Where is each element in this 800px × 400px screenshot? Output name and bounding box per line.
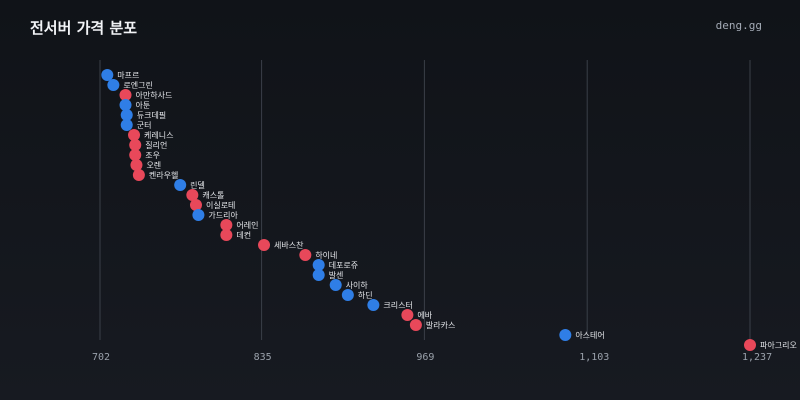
data-point-10[interactable] — [132, 169, 145, 181]
x-tick-label-3: 1,103 — [579, 352, 609, 363]
data-point-18[interactable] — [299, 249, 312, 261]
data-label-14: 가드리아 — [208, 210, 238, 220]
data-point-12[interactable] — [186, 189, 199, 201]
data-label-20: 발센 — [329, 270, 344, 280]
x-tick-label-4: 1,237 — [742, 352, 772, 363]
data-point-11[interactable] — [174, 179, 187, 191]
data-label-1: 로엔그린 — [123, 80, 152, 90]
data-point-24[interactable] — [401, 309, 414, 321]
x-tick-label-2: 969 — [416, 352, 434, 363]
data-point-9[interactable] — [130, 159, 143, 171]
data-point-2[interactable] — [119, 89, 132, 101]
data-label-26: 아스테어 — [575, 330, 604, 340]
brand-label: deng.gg — [715, 19, 762, 32]
data-label-15: 어레인 — [236, 220, 258, 230]
data-label-23: 크리스터 — [383, 301, 412, 310]
data-label-10: 켄라우헬 — [149, 170, 178, 180]
point-layer: 마프르로엔그린아만하사드아툰듀크데필군터케레니스질리언조우오렌켄라우헬린델캐스톨… — [101, 69, 797, 351]
data-point-23[interactable] — [367, 299, 380, 311]
data-label-5: 군터 — [137, 121, 152, 130]
data-label-18: 하이네 — [315, 250, 337, 260]
data-point-17[interactable] — [258, 239, 271, 251]
data-point-1[interactable] — [107, 79, 120, 91]
data-label-25: 발라카스 — [426, 320, 455, 330]
data-label-7: 질리언 — [145, 140, 167, 150]
x-tick-label-0: 702 — [92, 352, 110, 363]
data-label-19: 데포로쥬 — [329, 261, 358, 270]
data-label-27: 파아그리오 — [760, 340, 797, 350]
data-label-24: 에바 — [417, 310, 432, 320]
data-label-12: 캐스톨 — [202, 191, 224, 200]
data-point-19[interactable] — [312, 259, 325, 271]
data-point-16[interactable] — [220, 229, 233, 241]
data-point-6[interactable] — [128, 129, 141, 141]
data-point-25[interactable] — [409, 319, 422, 331]
grid-layer — [99, 60, 751, 340]
data-label-11: 린델 — [190, 180, 205, 190]
page-title: 전서버 가격 분포 — [30, 19, 138, 37]
tick-layer: 702 835 969 1,103 1,237 — [92, 352, 772, 363]
data-point-3[interactable] — [119, 99, 132, 111]
data-point-14[interactable] — [192, 209, 205, 221]
data-point-26[interactable] — [559, 329, 572, 341]
data-label-22: 하딘 — [358, 290, 373, 300]
data-point-21[interactable] — [329, 279, 342, 291]
data-label-0: 마프르 — [117, 71, 139, 80]
data-point-8[interactable] — [129, 149, 142, 161]
data-point-0[interactable] — [101, 69, 114, 81]
data-label-4: 듀크데필 — [137, 110, 166, 120]
data-label-16: 데컨 — [236, 230, 251, 240]
data-label-17: 세바스찬 — [274, 240, 304, 250]
data-point-27[interactable] — [744, 339, 756, 351]
data-label-6: 케레니스 — [144, 130, 173, 140]
data-point-15[interactable] — [220, 219, 233, 231]
data-point-4[interactable] — [120, 109, 133, 121]
data-label-3: 아툰 — [136, 100, 151, 110]
data-label-13: 이실로테 — [206, 200, 235, 210]
data-label-21: 사이하 — [346, 280, 369, 290]
data-point-13[interactable] — [189, 199, 202, 211]
data-label-9: 오렌 — [146, 160, 161, 170]
data-point-5[interactable] — [120, 119, 133, 131]
data-label-8: 조우 — [145, 151, 160, 160]
data-label-2: 아만하사드 — [136, 90, 173, 100]
data-point-7[interactable] — [129, 139, 142, 151]
x-tick-label-1: 835 — [254, 352, 272, 363]
data-point-20[interactable] — [312, 269, 325, 281]
data-point-22[interactable] — [341, 289, 354, 301]
